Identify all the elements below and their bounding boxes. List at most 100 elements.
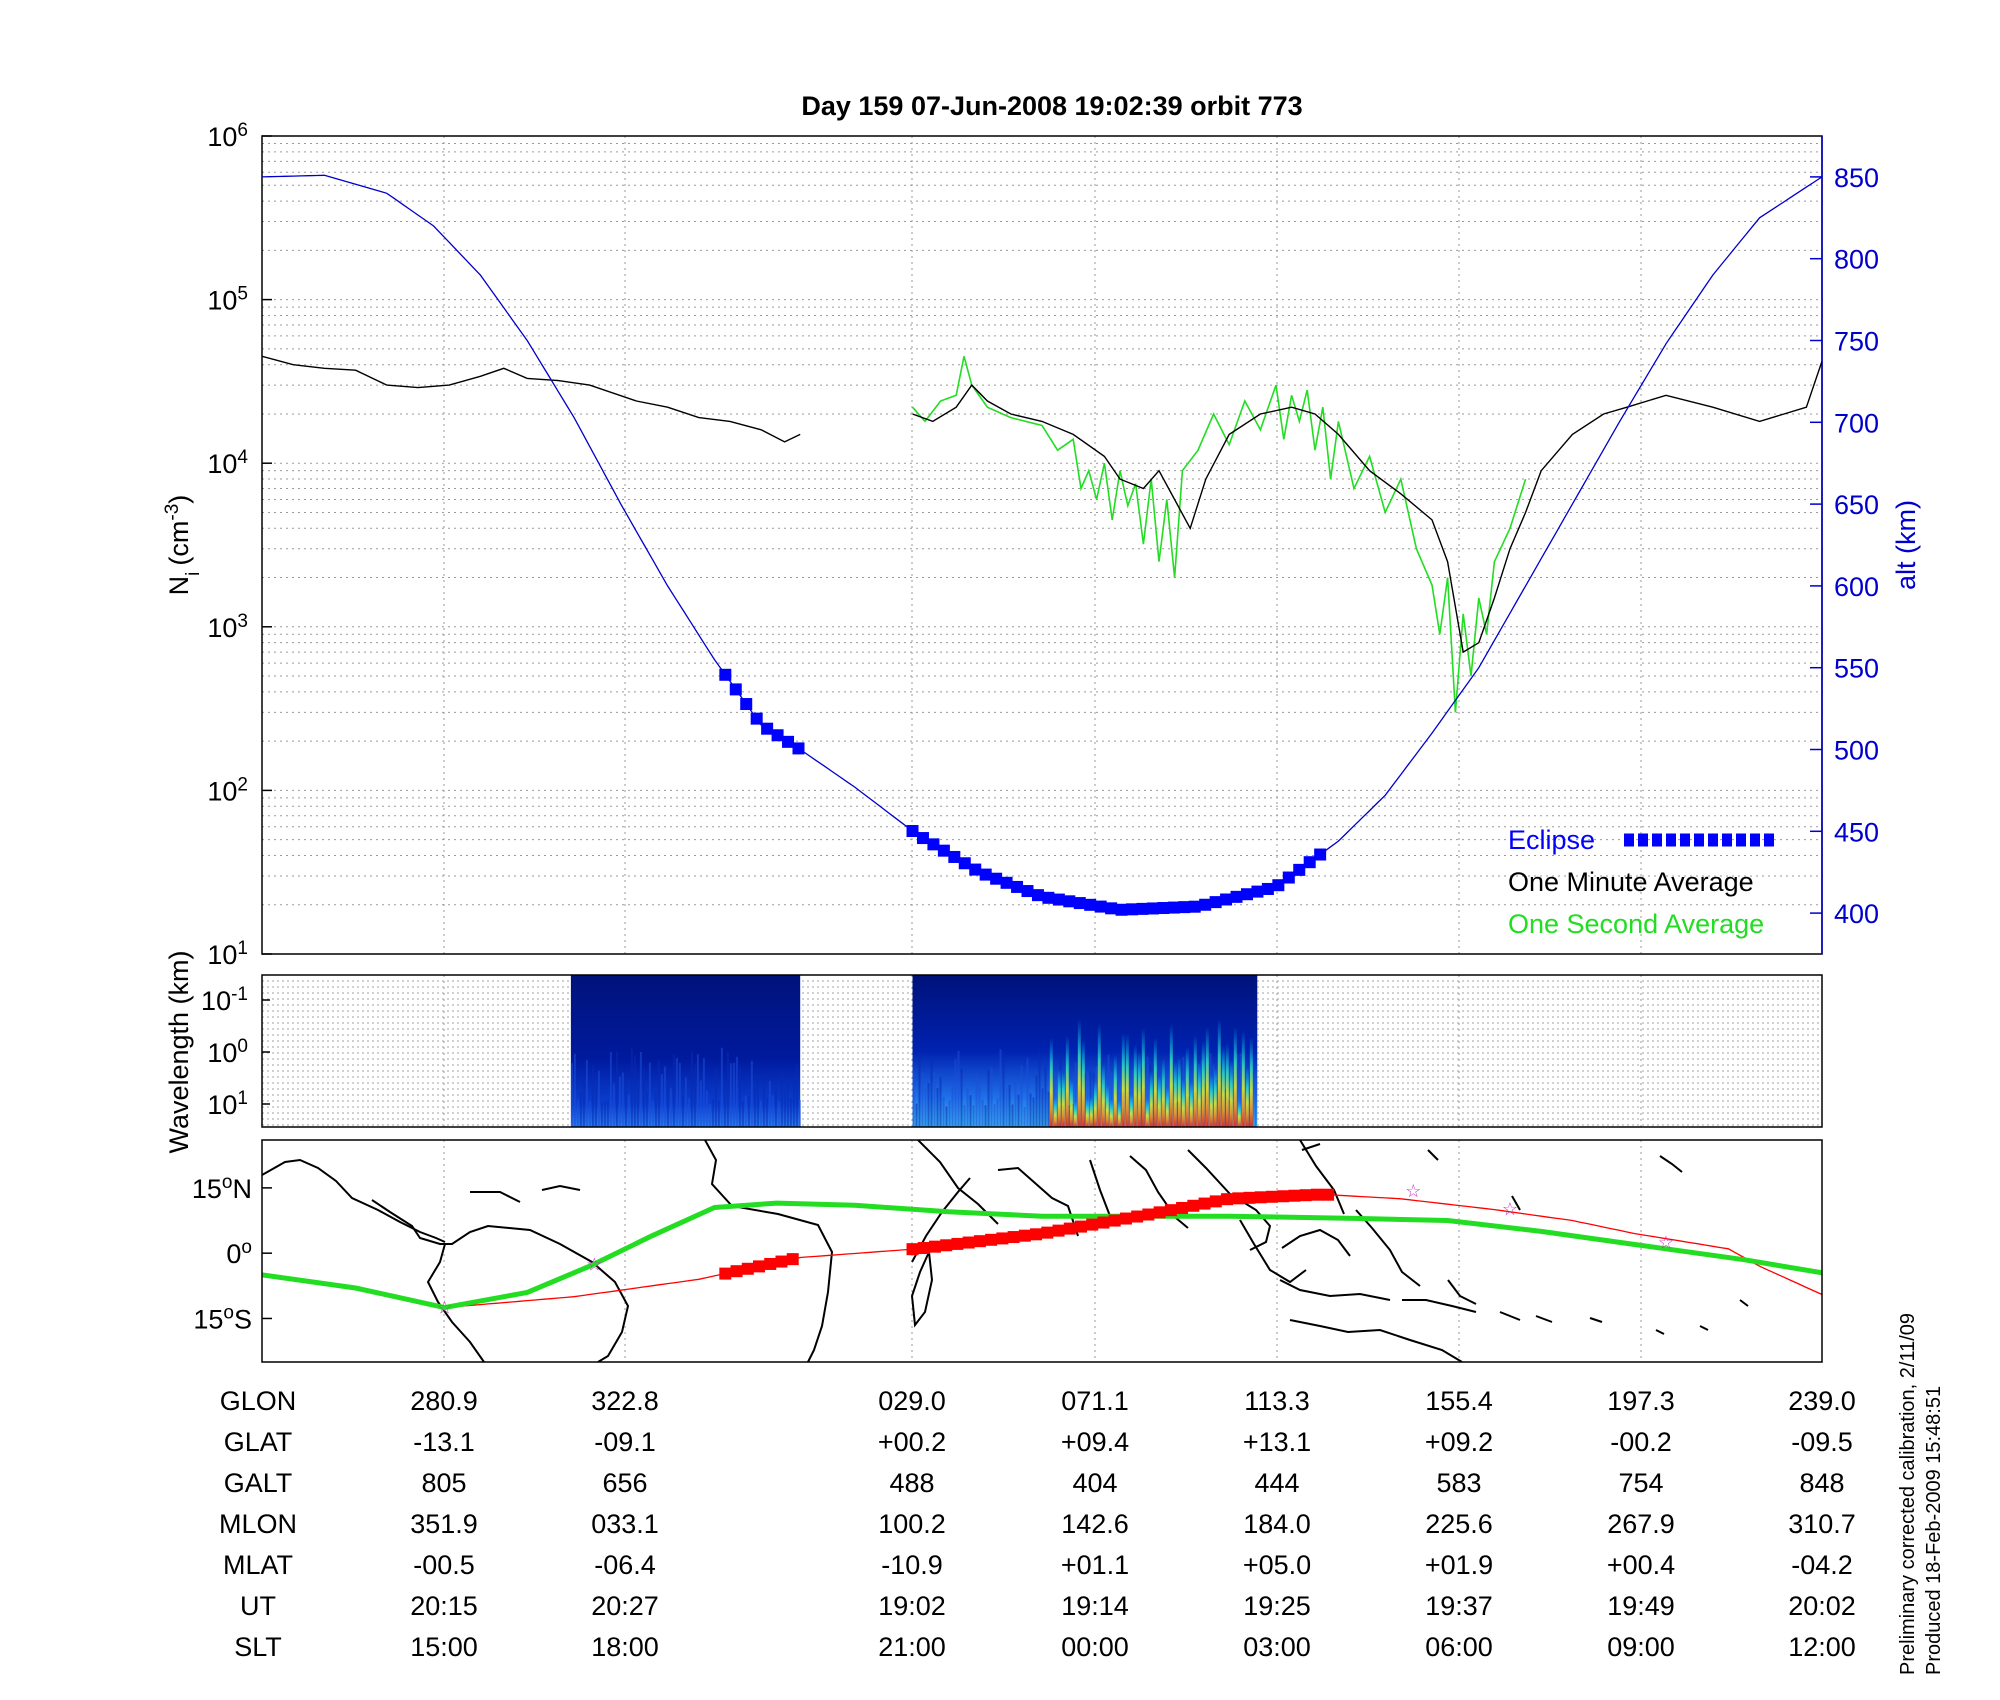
track-eclipse-marker: [1018, 1229, 1031, 1242]
eclipse-marker: [927, 838, 940, 851]
spectrogram-hot-streak: [1233, 1026, 1237, 1127]
table-row-label: SLT: [234, 1632, 282, 1662]
spectrogram-streak: [1212, 1065, 1215, 1127]
track-eclipse-marker: [1097, 1216, 1110, 1229]
table-cell: 113.3: [1244, 1386, 1310, 1416]
altitude-tick-label: 850: [1834, 163, 1879, 193]
altitude-axis-label: alt (km): [1891, 500, 1921, 590]
chart-title: Day 159 07-Jun-2008 19:02:39 orbit 773: [801, 91, 1302, 121]
spectrogram-streak: [624, 1083, 627, 1127]
table-cell: 100.2: [878, 1509, 946, 1539]
eclipse-marker: [1220, 893, 1233, 906]
spectrogram-hot-streak: [1209, 1074, 1213, 1127]
spectrogram-hot-streak: [1249, 1037, 1253, 1127]
spectrogram-streak: [603, 1101, 606, 1127]
eclipse-marker: [1157, 902, 1170, 915]
eclipse-marker: [1314, 848, 1327, 861]
spectrogram-hot-streak: [1117, 1101, 1121, 1127]
spectrogram-streak: [594, 1087, 597, 1127]
spectrogram-streak: [660, 1074, 663, 1127]
track-eclipse-marker: [730, 1265, 743, 1278]
eclipse-marker: [1094, 900, 1107, 913]
spectrogram-streak: [948, 1100, 951, 1127]
spectrogram-streak: [663, 1066, 666, 1127]
track-eclipse-marker: [1310, 1188, 1323, 1201]
star-marker: ☆: [586, 1254, 602, 1274]
spectrogram-streak: [951, 1082, 954, 1127]
spectrogram-streak: [717, 1100, 720, 1127]
spectrogram-streak: [1254, 1084, 1257, 1127]
spectrogram-streak: [981, 1099, 984, 1127]
track-eclipse-marker: [786, 1253, 799, 1266]
table-cell: -00.2: [1610, 1427, 1672, 1457]
spectrogram-streak: [768, 1080, 771, 1127]
spectrogram-hot-streak: [1181, 1079, 1185, 1127]
table-cell: 656: [602, 1468, 647, 1498]
eclipse-marker: [1230, 890, 1243, 903]
spectrogram-streak: [627, 1094, 630, 1127]
ion-density-panel: 106 105 104 103 102 101 400 450 500 550 600 650 700…: [162, 120, 1922, 971]
table-cell: 322.8: [591, 1386, 659, 1416]
spectrogram-streak: [1152, 1065, 1155, 1127]
spectrogram-hot-streak: [1193, 1035, 1197, 1127]
track-eclipse-marker: [1254, 1191, 1267, 1204]
table-cell: +05.0: [1243, 1550, 1311, 1580]
track-eclipse-marker: [1209, 1195, 1222, 1208]
eclipse-marker: [979, 868, 992, 881]
altitude-tick-label: 500: [1834, 736, 1879, 766]
spectrogram-streak: [1002, 1050, 1005, 1127]
track-eclipse-marker: [753, 1260, 766, 1273]
spectrogram-streak: [990, 1067, 993, 1127]
eclipse-marker: [1136, 902, 1149, 915]
spectrogram-hot-streak: [1205, 1026, 1209, 1127]
spectrogram-streak: [1239, 1053, 1242, 1127]
geographic-track-line: [262, 1193, 1822, 1308]
spectrogram-streak: [570, 1063, 573, 1127]
table-cell: 239.0: [1788, 1386, 1856, 1416]
spectrogram-streak: [987, 1070, 990, 1127]
spectrogram-streak: [930, 1061, 933, 1127]
eclipse-marker: [1282, 871, 1295, 884]
altitude-tick-label: 750: [1834, 327, 1879, 357]
eclipse-marker: [1209, 896, 1222, 909]
spectrogram-hot-streak: [1057, 1069, 1061, 1127]
table-cell: 06:00: [1425, 1632, 1493, 1662]
spectrogram-streak: [1068, 1105, 1071, 1127]
density-tick-label: 106: [207, 120, 248, 153]
track-eclipse-marker: [764, 1257, 777, 1270]
spectrogram-streak: [1038, 1048, 1041, 1127]
table-cell: +13.1: [1243, 1427, 1311, 1457]
spectrogram-streak: [741, 1101, 744, 1127]
spectrogram-streak: [588, 1100, 591, 1127]
spectrogram-streak: [1116, 1076, 1119, 1127]
table-cell: +09.4: [1061, 1427, 1129, 1457]
spectrogram-streak: [978, 1082, 981, 1127]
table-row-label: GLON: [220, 1386, 297, 1416]
spectrogram-streak: [912, 1071, 915, 1127]
track-eclipse-marker: [1063, 1222, 1076, 1235]
track-eclipse-marker: [719, 1267, 732, 1280]
spectrogram-streak: [936, 1087, 939, 1127]
track-eclipse-marker: [1153, 1206, 1166, 1219]
track-eclipse-marker: [973, 1235, 986, 1248]
spectrogram-streak: [687, 1098, 690, 1127]
eclipse-marker: [1178, 901, 1191, 914]
table-cell: 20:27: [591, 1591, 659, 1621]
spectrogram-streak: [975, 1073, 978, 1127]
spectrogram-streak: [1236, 1054, 1239, 1127]
spectrogram-streak: [585, 1059, 588, 1127]
eclipse-marker: [761, 722, 774, 735]
spectrogram-streak: [1041, 1088, 1044, 1127]
spectrogram-hot-streak: [1217, 1018, 1221, 1127]
table-cell: 848: [1799, 1468, 1844, 1498]
table-cell: 20:02: [1788, 1591, 1856, 1621]
spectrogram-streak: [780, 1069, 783, 1127]
spectrogram-streak: [729, 1063, 732, 1127]
spectrogram-hot-streak: [1105, 1085, 1109, 1127]
spectrogram-streak: [960, 1068, 963, 1127]
legend-minute-label: One Minute Average: [1508, 867, 1754, 897]
spectrogram-streak: [939, 1077, 942, 1127]
spectrogram-streak: [918, 1052, 921, 1127]
track-eclipse-marker: [1075, 1220, 1087, 1233]
table-cell: 00:00: [1061, 1632, 1129, 1662]
